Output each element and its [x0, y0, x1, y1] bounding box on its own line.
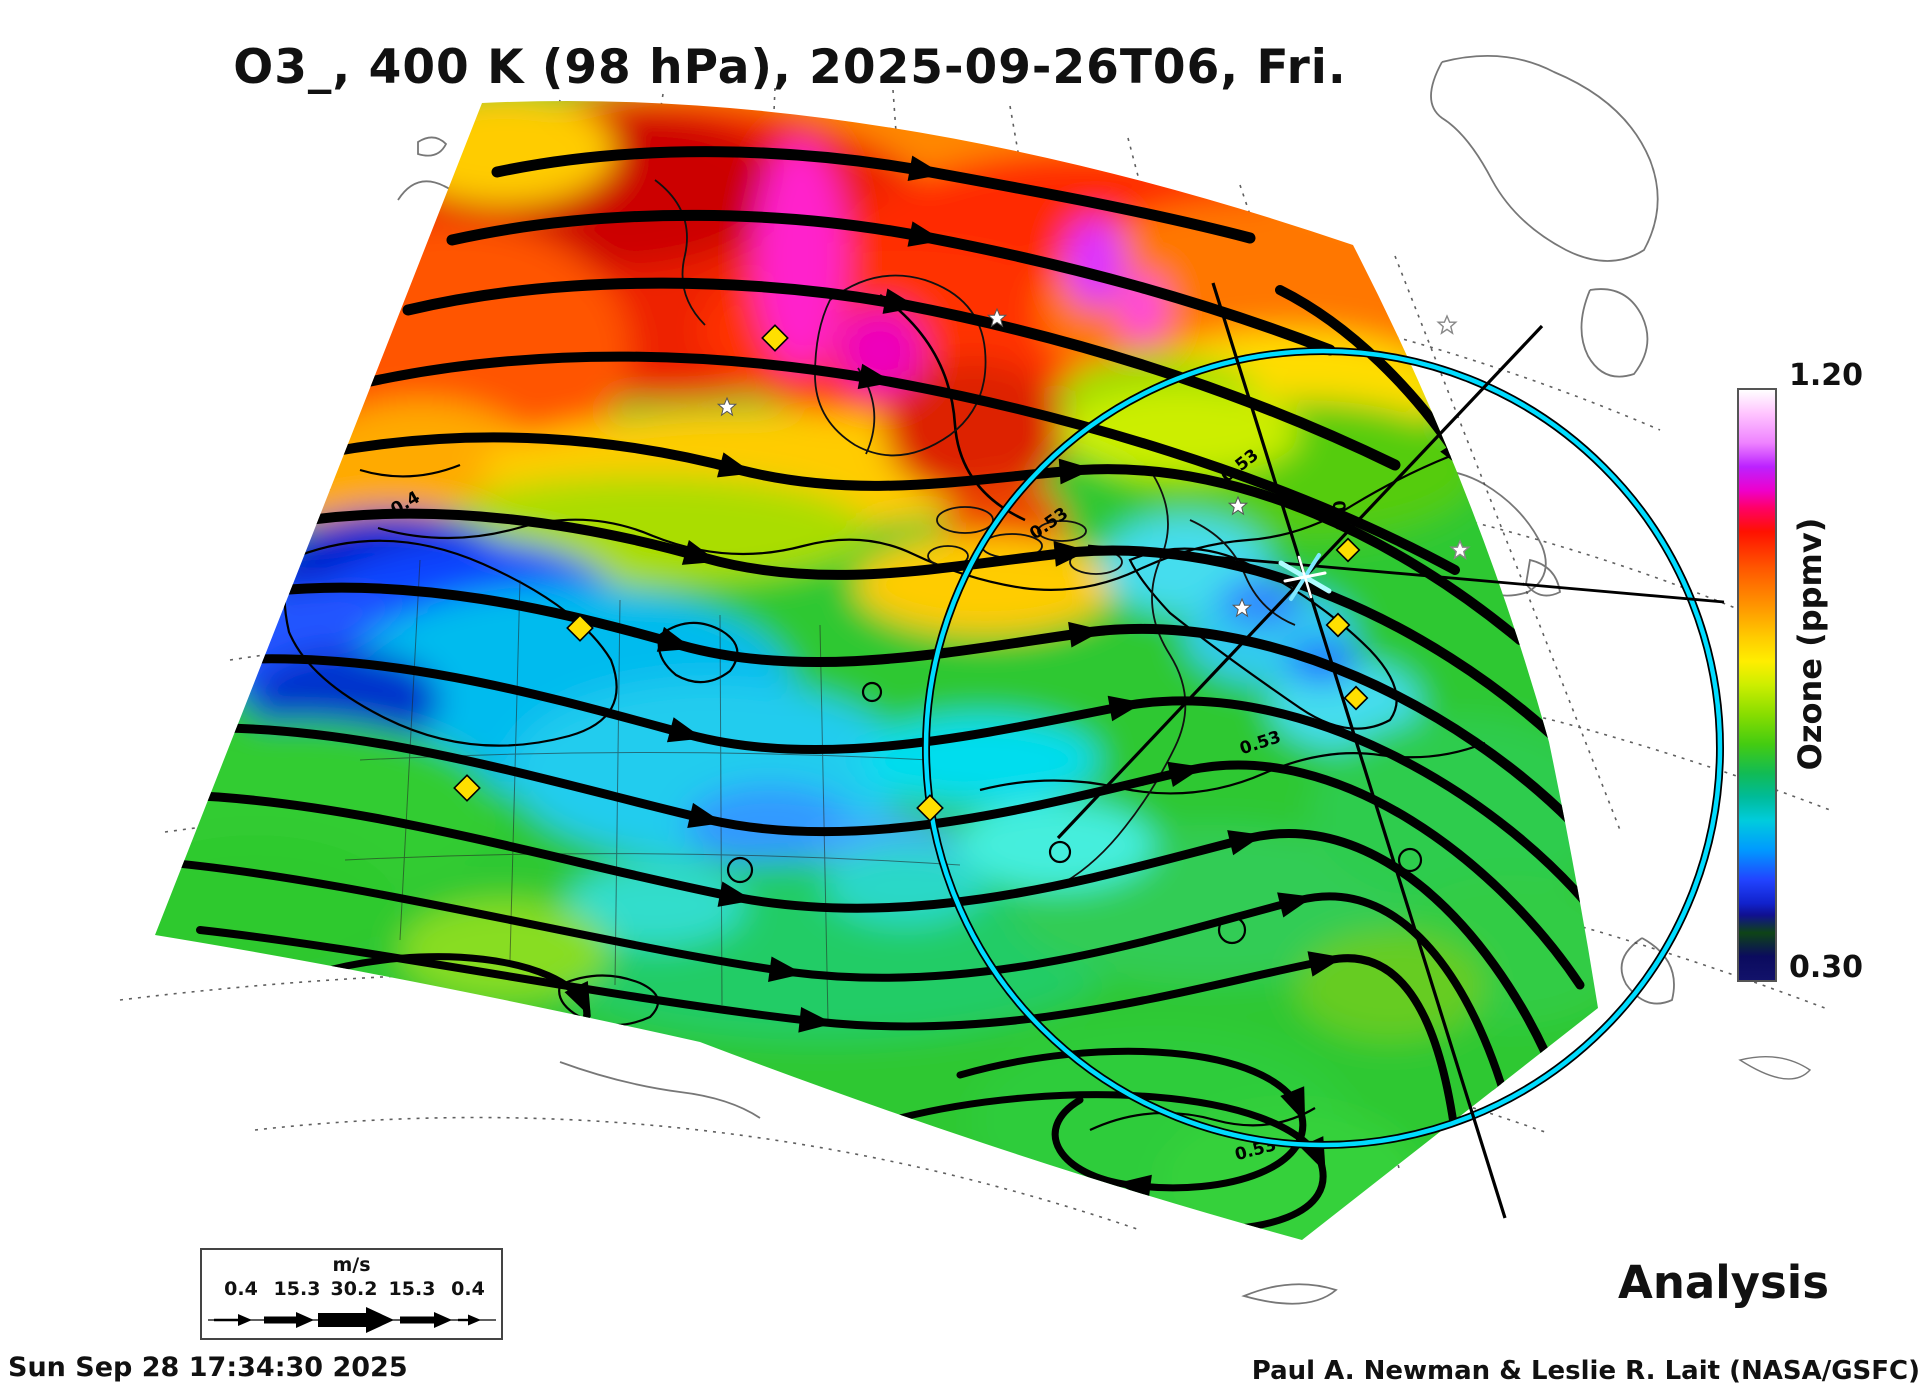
- cross-section-line-vertical: [1211, 282, 1507, 1219]
- wind-legend-value: 0.4: [224, 1278, 258, 1300]
- generated-timestamp: Sun Sep 28 17:34:30 2025: [8, 1352, 408, 1383]
- colorbar: [1737, 388, 1777, 982]
- figure-title: O3_, 400 K (98 hPa), 2025-09-26T06, Fri.: [233, 40, 1347, 95]
- contour-label: 0.3: [1328, 500, 1351, 532]
- wind-legend-unit: m/s: [332, 1254, 371, 1276]
- station-diamond: [566, 614, 594, 642]
- wind-arrow-scale-icon: [208, 1307, 496, 1333]
- cross-section-intersection: [1278, 553, 1332, 601]
- colorbar-axis-label: Ozone (ppmv): [1791, 517, 1829, 771]
- ozone-field: 0.53 0.3 0.53 0.53 0.53 0.4: [155, 100, 1598, 1241]
- station-star: [1437, 315, 1457, 334]
- wind-speed-legend: m/s 0.4 15.3 30.2 15.3 0.4: [200, 1248, 503, 1340]
- station-diamonds: [453, 324, 1369, 822]
- wind-legend-value: 0.4: [451, 1278, 485, 1300]
- wind-legend-value: 15.3: [388, 1278, 436, 1300]
- station-diamond: [761, 324, 789, 352]
- cross-section-line-horizontal: [1087, 544, 1725, 604]
- colorbar-min-label: 0.30: [1789, 950, 1864, 985]
- station-diamond: [1343, 685, 1369, 711]
- wind-legend-value: 15.3: [273, 1278, 321, 1300]
- wind-streamlines: [158, 146, 1593, 1233]
- wind-legend-value: 30.2: [330, 1278, 378, 1300]
- station-diamond: [916, 794, 944, 822]
- station-diamond: [453, 774, 481, 802]
- vortex-circle: [922, 347, 1724, 1149]
- analysis-label: Analysis: [1618, 1256, 1829, 1309]
- colorbar-max-label: 1.20: [1789, 358, 1864, 393]
- station-diamond: [1325, 612, 1351, 638]
- credit-text: Paul A. Newman & Leslie R. Lait (NASA/GS…: [1251, 1356, 1920, 1386]
- station-diamond: [1335, 537, 1361, 563]
